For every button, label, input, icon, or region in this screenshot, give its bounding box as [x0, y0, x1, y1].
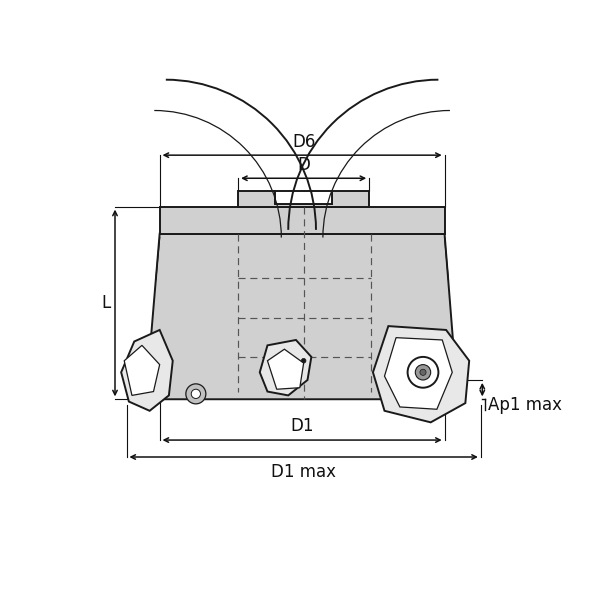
Polygon shape: [124, 346, 160, 395]
Circle shape: [186, 384, 206, 404]
Circle shape: [407, 357, 439, 388]
Text: L: L: [101, 294, 110, 312]
Polygon shape: [160, 207, 445, 234]
Circle shape: [415, 365, 431, 380]
Polygon shape: [146, 234, 458, 399]
Text: Ap1 max: Ap1 max: [488, 395, 562, 413]
Polygon shape: [260, 340, 311, 395]
Text: D1 max: D1 max: [271, 463, 336, 481]
Polygon shape: [121, 330, 173, 411]
Text: D: D: [297, 157, 310, 175]
Circle shape: [301, 358, 306, 363]
Polygon shape: [373, 326, 469, 422]
Text: D1: D1: [290, 418, 314, 436]
Polygon shape: [385, 338, 452, 409]
Text: D6: D6: [292, 133, 316, 151]
Polygon shape: [238, 191, 369, 207]
Circle shape: [420, 369, 426, 376]
Circle shape: [191, 389, 200, 398]
Circle shape: [298, 355, 309, 366]
Bar: [275, 191, 332, 205]
Polygon shape: [268, 349, 304, 389]
